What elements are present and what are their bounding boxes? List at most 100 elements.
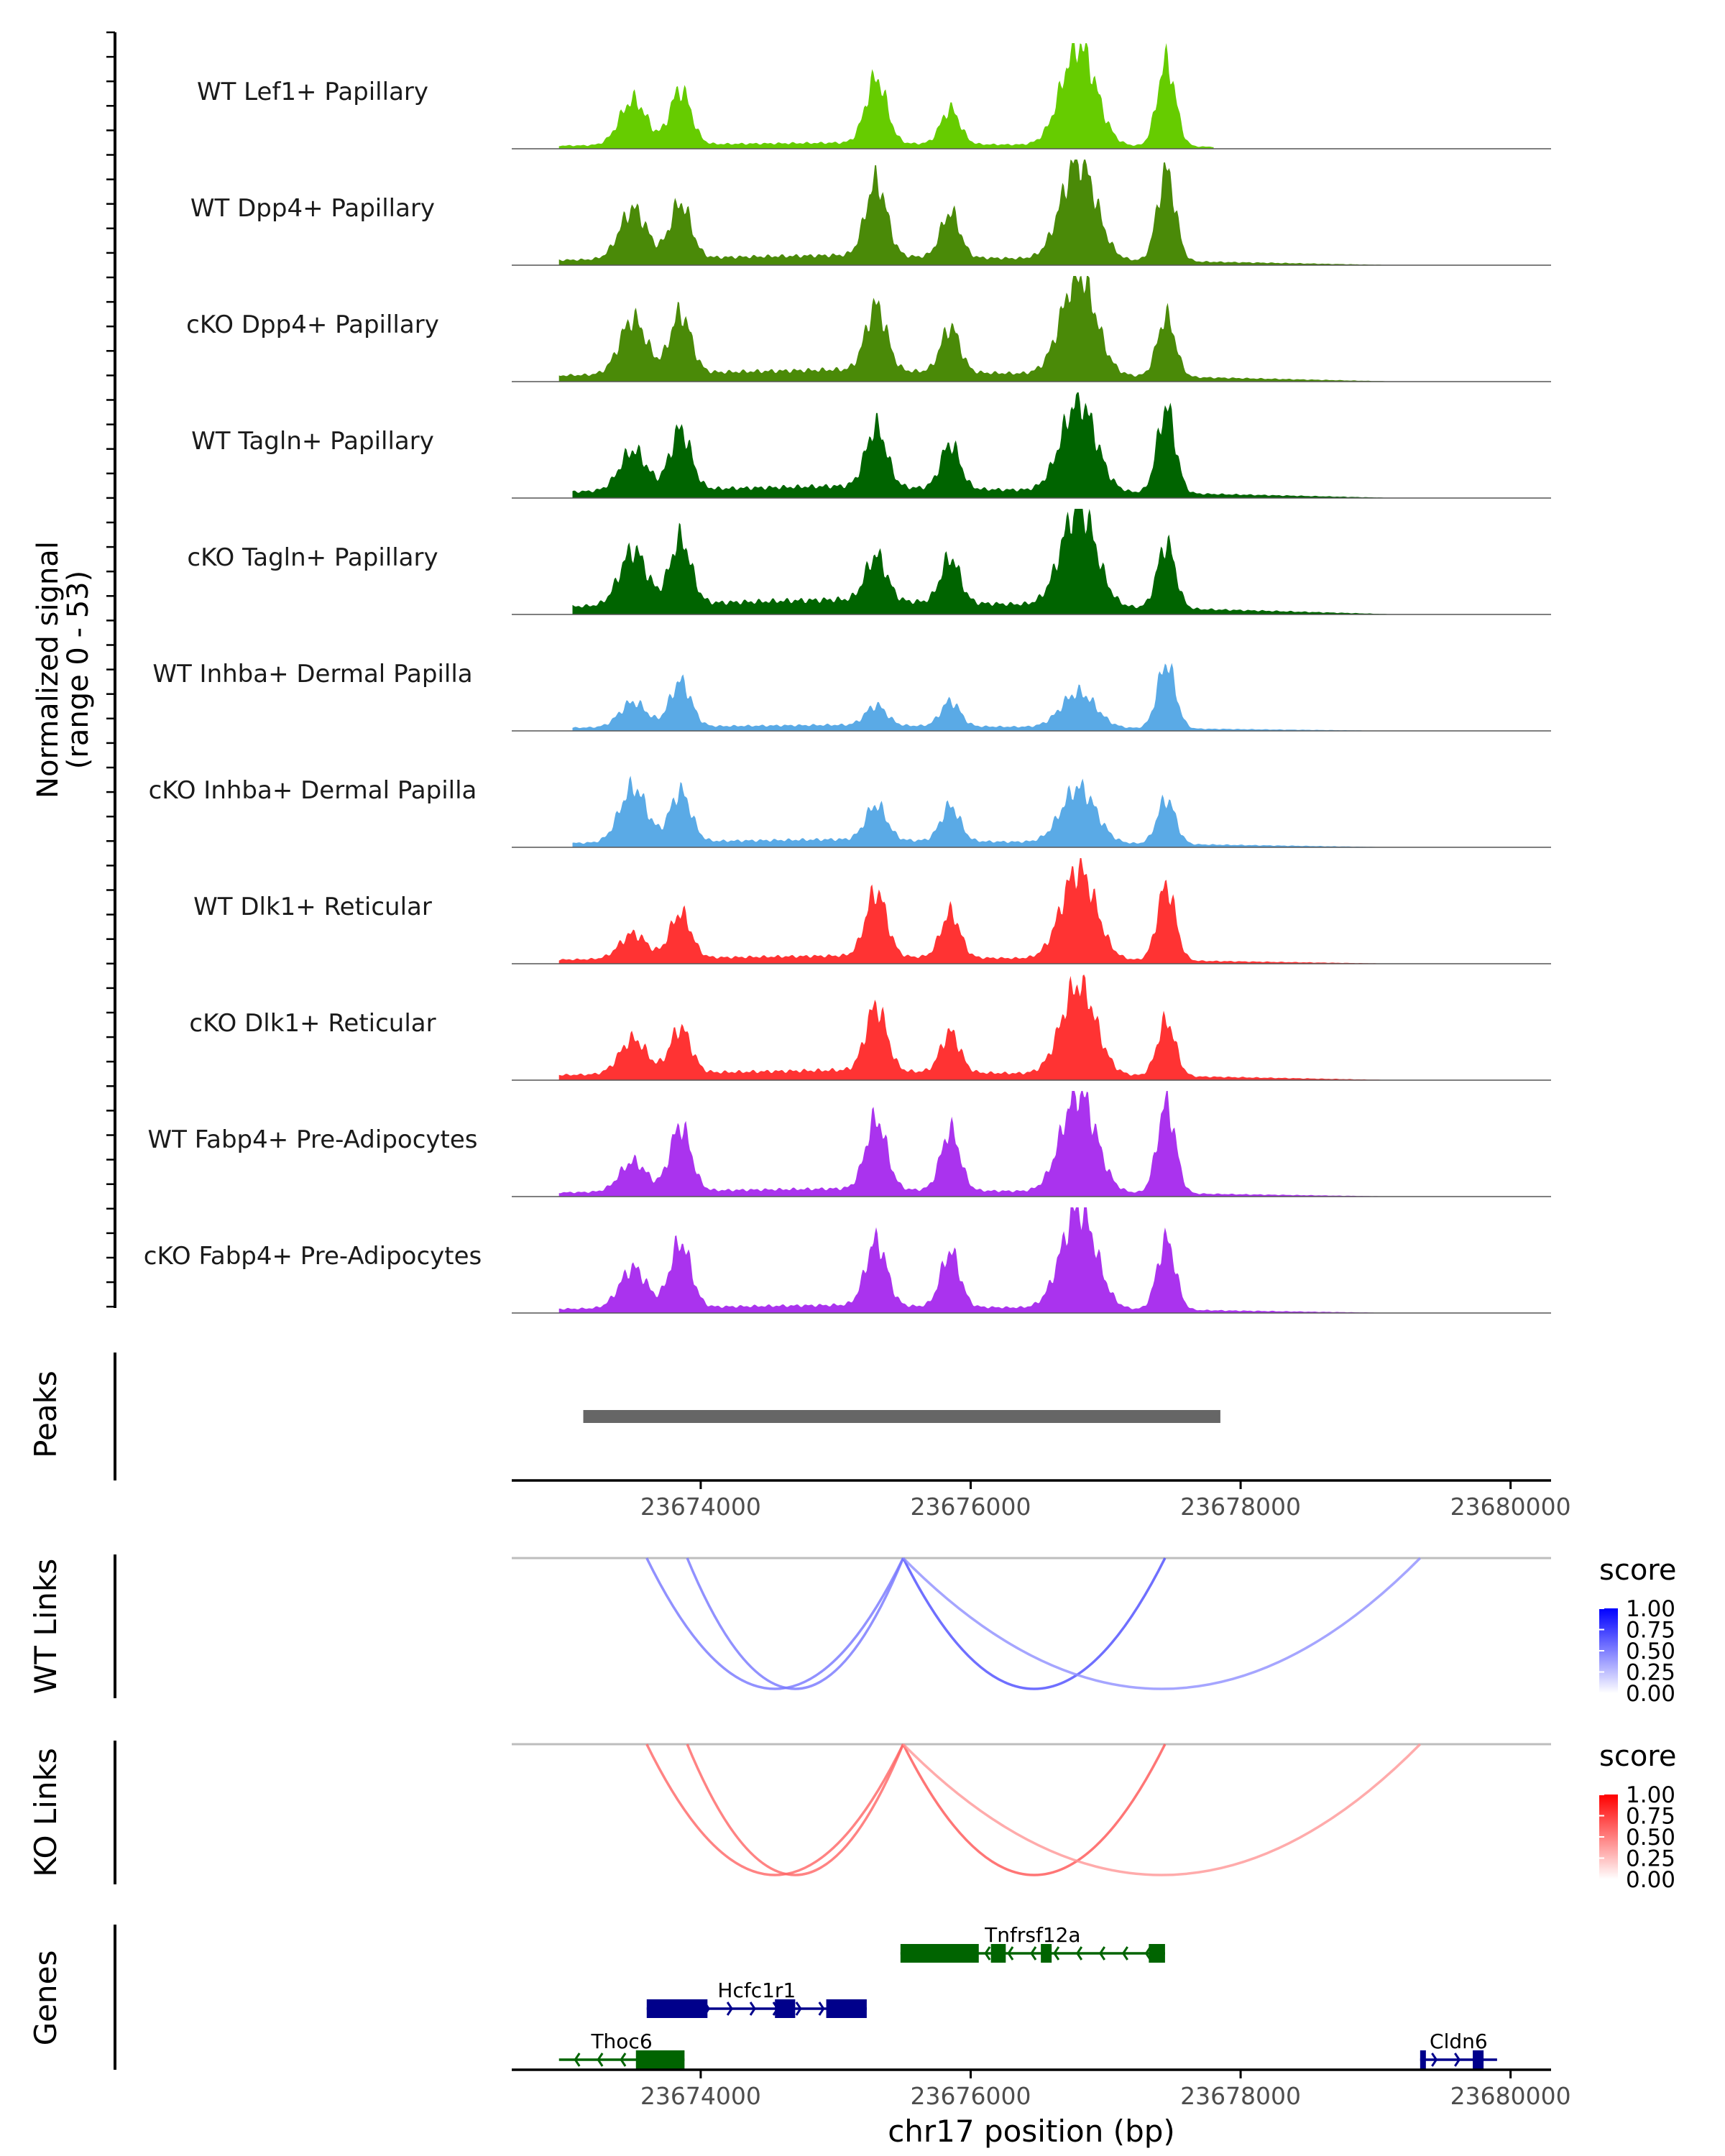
legend-tick-label: 1.00: [1626, 1782, 1675, 1808]
gene-model: Thoc6: [558, 2030, 685, 2069]
gene-models: Tnfrsf12a Hcfc1r1 Thoc6 Cldn6: [558, 1923, 1497, 2069]
x-axis-tick-label: 23676000: [911, 2082, 1031, 2110]
coverage-track: WT Inhba+ Dermal Papilla: [152, 660, 1551, 732]
links-panel-label: WT Links: [28, 1559, 63, 1694]
strand-arrow: [1454, 2053, 1461, 2067]
gene-label: Cldn6: [1430, 2030, 1488, 2053]
track-label: WT Tagln+ Papillary: [191, 427, 434, 456]
strand-arrow: [1098, 1946, 1106, 1961]
legend-tick-label: 0.00: [1626, 1681, 1675, 1707]
legend-tick-label: 0.25: [1626, 1846, 1675, 1872]
gene-exon: [646, 1999, 708, 2018]
strand-arrow: [1030, 1946, 1037, 1961]
gene-exon: [1041, 1944, 1052, 1963]
x-axis-tick-label: 23678000: [1180, 2082, 1301, 2110]
x-axis-tick-label: 23678000: [1180, 1493, 1301, 1521]
strand-arrow: [1121, 1946, 1128, 1961]
peaks-panel-label: Peaks: [28, 1370, 63, 1458]
coverage-track: cKO Inhba+ Dermal Papilla: [149, 775, 1551, 848]
track-label: cKO Inhba+ Dermal Papilla: [149, 776, 477, 805]
coverage-track: cKO Fabp4+ Pre-Adipocytes: [144, 1207, 1551, 1314]
link-arc: [902, 1743, 1167, 1876]
strand-arrow: [597, 2053, 604, 2067]
coverage-track: cKO Dpp4+ Papillary: [186, 276, 1551, 382]
x-axis-bottom: 23674000 23676000 23678000 23680000: [640, 2070, 1571, 2110]
coverage-area: [572, 509, 1497, 614]
x-axis-title: chr17 position (bp): [888, 2114, 1175, 2149]
x-axis-tick-label: 23680000: [1450, 2082, 1571, 2110]
gene-exon: [775, 1999, 796, 2018]
coverage-y-axis-ticks: [106, 31, 115, 1308]
gene-label: Thoc6: [590, 2030, 652, 2053]
coverage-track: WT Lef1+ Papillary: [197, 43, 1551, 149]
gene-exon: [826, 1999, 867, 2018]
legend-tick-label: 1.00: [1626, 1596, 1675, 1622]
gene-exon: [635, 2050, 685, 2069]
strand-arrow: [1007, 1946, 1014, 1961]
coverage-track: cKO Tagln+ Papillary: [187, 509, 1551, 615]
coverage-track: cKO Dlk1+ Reticular: [189, 975, 1551, 1081]
legend-tick-label: 0.25: [1626, 1660, 1675, 1686]
link-arc: [902, 1557, 1167, 1690]
coverage-area: [558, 1091, 1511, 1197]
track-label: WT Lef1+ Papillary: [197, 78, 428, 106]
legend-title: score: [1599, 1740, 1676, 1773]
coverage-track: WT Fabp4+ Pre-Adipocytes: [148, 1091, 1551, 1197]
strand-arrow: [1431, 2053, 1438, 2067]
legend-tick-label: 0.75: [1626, 1618, 1675, 1644]
track-label: WT Dpp4+ Papillary: [190, 194, 435, 223]
links-panel: WT Links score 1.000.750.500.250.00: [28, 1554, 1676, 1707]
gene-model: Cldn6: [1420, 2030, 1497, 2069]
x-axis-tick-label: 23676000: [911, 1493, 1031, 1521]
coverage-y-axis-title: Normalized signal: [32, 541, 65, 798]
link-arc: [686, 1743, 905, 1876]
coverage-y-axis-range-label: (range 0 - 53): [62, 571, 95, 769]
legend-tick-label: 0.00: [1626, 1867, 1675, 1893]
x-axis-tick-label: 23674000: [640, 1493, 761, 1521]
x-axis-tick-label: 23680000: [1450, 1493, 1571, 1521]
strand-arrow: [1053, 1946, 1060, 1961]
track-label: WT Fabp4+ Pre-Adipocytes: [148, 1125, 478, 1154]
gene-exon: [900, 1944, 979, 1963]
coverage-track: WT Dpp4+ Papillary: [190, 160, 1551, 266]
gene-exon: [1149, 1944, 1165, 1963]
track-label: cKO Fabp4+ Pre-Adipocytes: [144, 1242, 482, 1271]
strand-arrow: [620, 2053, 627, 2067]
x-axis-tick-label: 23674000: [640, 2082, 761, 2110]
coverage-area: [558, 975, 1497, 1080]
link-arc: [902, 1743, 1422, 1876]
link-arc: [645, 1743, 905, 1876]
gene-exon: [990, 1944, 1006, 1963]
genes-panel: Genes Tnfrsf12a Hcfc1r1 Thoc6 Cldn6 2367400…: [28, 1923, 1571, 2149]
x-axis-top: 23674000 23676000 23678000 23680000: [640, 1480, 1571, 1521]
coverage-area: [572, 775, 1497, 847]
coverage-track: WT Dlk1+ Reticular: [193, 858, 1551, 964]
genes-panel-label: Genes: [28, 1950, 63, 2046]
peak-region: [583, 1410, 1220, 1423]
gene-exon: [1473, 2050, 1484, 2069]
gene-model: Hcfc1r1: [646, 1978, 867, 2018]
track-label: cKO Dlk1+ Reticular: [189, 1009, 436, 1038]
gene-label: Hcfc1r1: [717, 1978, 796, 2002]
track-label: WT Inhba+ Dermal Papilla: [152, 660, 472, 688]
coverage-track: WT Tagln+ Papillary: [191, 392, 1551, 499]
gene-model: Tnfrsf12a: [900, 1923, 1165, 1963]
strand-arrow: [1076, 1946, 1083, 1961]
link-arc: [686, 1557, 905, 1690]
coverage-area: [558, 43, 1214, 149]
links-panel-label: KO Links: [28, 1748, 63, 1877]
strand-arrow: [818, 2001, 825, 2016]
coverage-panel: WT Lef1+ Papillary WT Dpp4+ Papillary cKO …: [32, 31, 1551, 1314]
strand-arrow: [984, 1946, 991, 1961]
coverage-area: [558, 1207, 1511, 1313]
coverage-area: [558, 160, 1497, 265]
gene-exon: [1420, 2050, 1426, 2069]
peaks-panel: Peaks 23674000 23676000 23678000 23680000: [28, 1353, 1571, 1521]
legend-tick-label: 0.75: [1626, 1804, 1675, 1830]
track-label: cKO Dpp4+ Papillary: [186, 310, 439, 339]
strand-arrow: [574, 2053, 581, 2067]
coverage-tracks: WT Lef1+ Papillary WT Dpp4+ Papillary cKO …: [144, 43, 1551, 1314]
coverage-area: [558, 858, 1497, 964]
